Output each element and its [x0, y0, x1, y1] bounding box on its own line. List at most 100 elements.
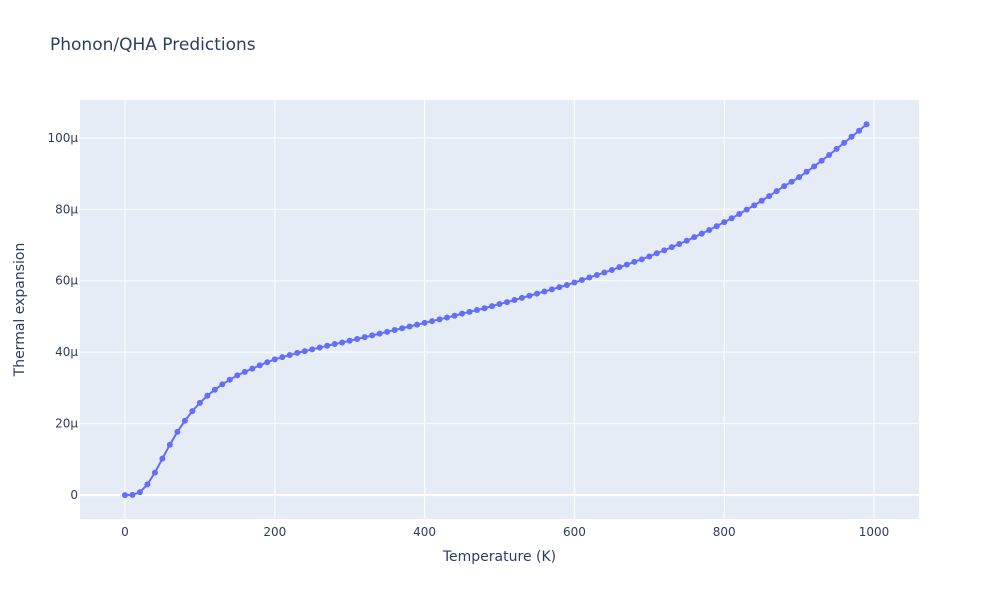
- data-point: [541, 288, 548, 295]
- data-point: [766, 193, 773, 200]
- data-point: [796, 174, 803, 181]
- data-point: [136, 489, 143, 496]
- data-point: [121, 492, 128, 499]
- data-point: [803, 168, 810, 175]
- data-point: [721, 219, 728, 226]
- data-point: [211, 386, 218, 393]
- data-point: [234, 372, 241, 379]
- data-point: [653, 250, 660, 257]
- data-point: [578, 277, 585, 284]
- data-point: [481, 305, 488, 312]
- data-point: [608, 267, 615, 274]
- data-point: [309, 346, 316, 353]
- data-point: [698, 230, 705, 237]
- data-point: [369, 332, 376, 339]
- data-point: [346, 337, 353, 344]
- data-point: [249, 365, 256, 372]
- data-point: [511, 297, 518, 304]
- data-point: [826, 152, 833, 159]
- x-tick-label: 0: [121, 525, 129, 539]
- data-point: [736, 210, 743, 217]
- data-point: [518, 294, 525, 301]
- data-point: [316, 344, 323, 351]
- data-point: [339, 339, 346, 346]
- x-tick-label: 800: [713, 525, 736, 539]
- data-point: [279, 354, 286, 361]
- data-point: [811, 163, 818, 170]
- data-point: [758, 197, 765, 204]
- y-tick-label: 60µ: [55, 274, 78, 288]
- data-point: [219, 381, 226, 388]
- data-point: [489, 303, 496, 310]
- data-point: [818, 157, 825, 164]
- data-point: [459, 310, 466, 317]
- data-point: [166, 441, 173, 448]
- data-point: [159, 455, 166, 462]
- data-point: [384, 328, 391, 335]
- data-point: [691, 234, 698, 241]
- data-point: [429, 318, 436, 325]
- x-tick-label: 600: [563, 525, 586, 539]
- y-tick-label: 0: [70, 488, 78, 502]
- data-line: [124, 123, 868, 497]
- data-point: [713, 223, 720, 230]
- data-point: [324, 342, 331, 349]
- data-point: [414, 321, 421, 328]
- data-point: [856, 127, 863, 134]
- data-point: [151, 469, 158, 476]
- data-point: [354, 335, 361, 342]
- data-point: [451, 312, 458, 319]
- data-point: [728, 215, 735, 222]
- data-point: [638, 256, 645, 263]
- data-point: [241, 368, 248, 375]
- data-point: [833, 145, 840, 152]
- y-tick-label: 40µ: [55, 345, 78, 359]
- data-point: [623, 261, 630, 268]
- data-point: [256, 362, 263, 369]
- y-axis-title: Thermal expansion: [12, 243, 28, 378]
- grid: [80, 100, 919, 519]
- data-point: [391, 327, 398, 334]
- data-point: [668, 244, 675, 251]
- data-point: [376, 330, 383, 337]
- data-point: [129, 491, 136, 498]
- data-point: [601, 269, 608, 276]
- data-point: [593, 272, 600, 279]
- data-point: [571, 279, 578, 286]
- plot-area: [80, 100, 919, 519]
- data-point: [181, 417, 188, 424]
- data-point: [174, 428, 181, 435]
- data-point: [399, 325, 406, 332]
- data-point: [466, 308, 473, 315]
- data-point: [676, 240, 683, 247]
- data-point: [196, 399, 203, 406]
- data-point: [533, 290, 540, 297]
- x-tick-label: 400: [413, 525, 436, 539]
- data-point: [646, 253, 653, 260]
- data-point: [444, 314, 451, 321]
- data-point: [264, 359, 271, 366]
- marks: [121, 121, 870, 499]
- data-point: [743, 206, 750, 213]
- x-axis-title: Temperature (K): [442, 549, 556, 565]
- chart-title: Phonon/QHA Predictions: [50, 35, 256, 55]
- data-point: [556, 284, 563, 291]
- data-point: [503, 299, 510, 306]
- data-point: [751, 202, 758, 209]
- y-tick-label: 100µ: [47, 131, 78, 145]
- data-point: [661, 247, 668, 254]
- data-point: [271, 356, 278, 363]
- data-point: [788, 178, 795, 185]
- data-point: [436, 316, 443, 323]
- data-point: [496, 300, 503, 307]
- data-point: [204, 392, 211, 399]
- data-point: [189, 408, 196, 415]
- data-point: [406, 323, 413, 330]
- data-point: [863, 121, 870, 128]
- x-tick-label: 1000: [859, 525, 890, 539]
- data-point: [301, 348, 308, 355]
- data-point: [586, 274, 593, 281]
- data-point: [848, 133, 855, 140]
